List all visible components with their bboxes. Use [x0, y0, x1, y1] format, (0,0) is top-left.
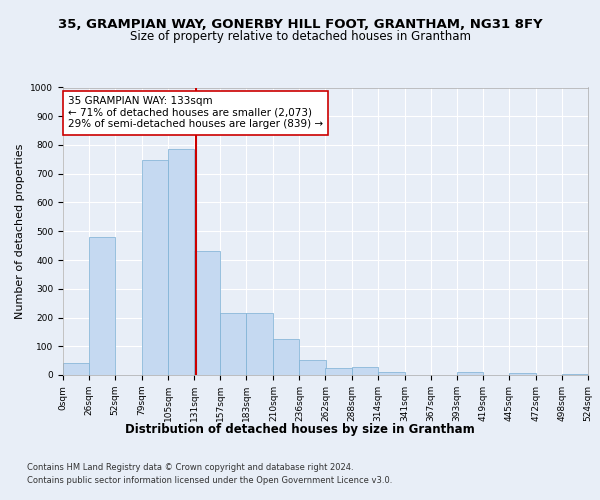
- Text: 35 GRAMPIAN WAY: 133sqm
← 71% of detached houses are smaller (2,073)
29% of semi: 35 GRAMPIAN WAY: 133sqm ← 71% of detache…: [68, 96, 323, 130]
- Y-axis label: Number of detached properties: Number of detached properties: [15, 144, 25, 319]
- Text: Contains public sector information licensed under the Open Government Licence v3: Contains public sector information licen…: [27, 476, 392, 485]
- Bar: [247, 313, 274, 375]
- Bar: [352, 367, 377, 375]
- Bar: [142, 160, 168, 375]
- Bar: [274, 339, 299, 375]
- Bar: [377, 372, 404, 375]
- Bar: [509, 373, 536, 375]
- Bar: [299, 360, 325, 375]
- Bar: [457, 372, 483, 375]
- Bar: [63, 363, 89, 375]
- Bar: [220, 313, 247, 375]
- Bar: [562, 374, 588, 375]
- Text: Distribution of detached houses by size in Grantham: Distribution of detached houses by size …: [125, 422, 475, 436]
- Bar: [168, 150, 194, 375]
- Bar: [325, 368, 352, 375]
- Text: 35, GRAMPIAN WAY, GONERBY HILL FOOT, GRANTHAM, NG31 8FY: 35, GRAMPIAN WAY, GONERBY HILL FOOT, GRA…: [58, 18, 542, 30]
- Bar: [89, 237, 115, 375]
- Bar: [194, 252, 220, 375]
- Text: Contains HM Land Registry data © Crown copyright and database right 2024.: Contains HM Land Registry data © Crown c…: [27, 462, 353, 471]
- Text: Size of property relative to detached houses in Grantham: Size of property relative to detached ho…: [130, 30, 470, 43]
